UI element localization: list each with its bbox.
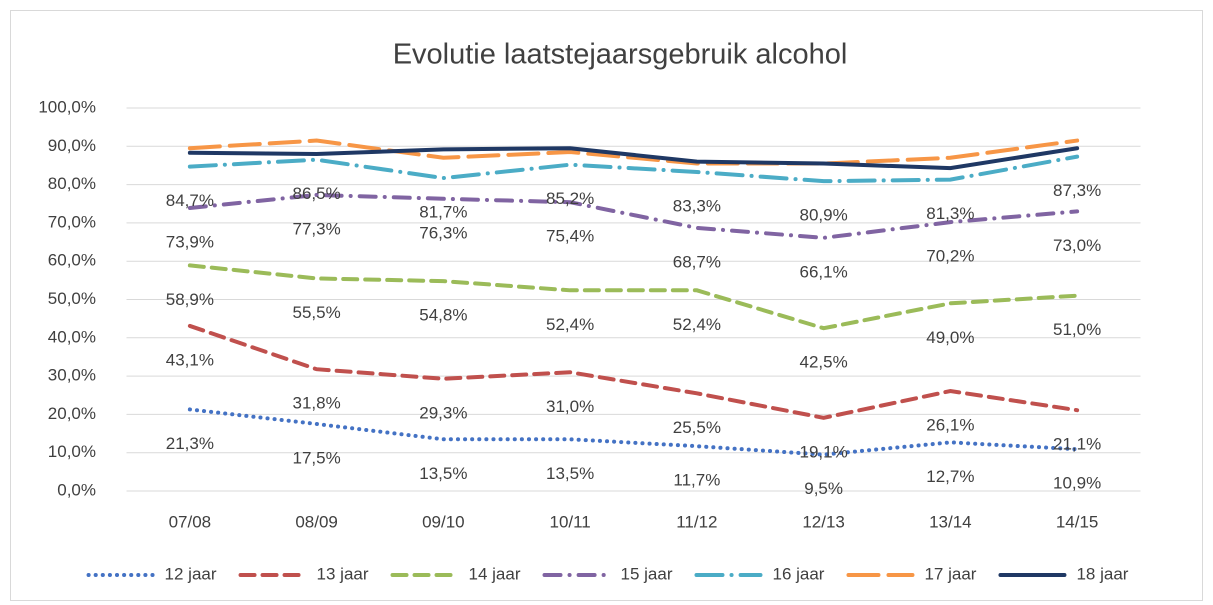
data-label: 68,7% [673, 252, 721, 271]
line-series [187, 146, 1080, 171]
data-label: 54,8% [419, 306, 467, 325]
chart-title: Evolutie laatstejaarsgebruik alcohol [393, 39, 848, 71]
data-label: 51,0% [1053, 320, 1101, 339]
x-tick-label: 13/14 [929, 512, 972, 531]
data-label: 13,5% [546, 464, 594, 483]
x-tick-label: 12/13 [802, 512, 845, 531]
data-label: 52,4% [673, 315, 721, 334]
y-tick-label: 100,0% [38, 97, 96, 116]
data-label: 83,3% [673, 196, 721, 215]
legend-label: 12 jaar [165, 564, 217, 583]
data-label: 10,9% [1053, 474, 1101, 493]
legend-label: 13 jaar [317, 564, 369, 583]
data-label: 26,1% [926, 416, 974, 435]
x-tick-label: 14/15 [1056, 512, 1099, 531]
x-tick-label: 10/11 [549, 512, 590, 531]
x-tick-label: 11/12 [676, 512, 717, 531]
legend-label: 18 jaar [1076, 564, 1128, 583]
x-tick-label: 08/09 [295, 512, 338, 531]
y-tick-label: 50,0% [48, 289, 96, 308]
data-label: 80,9% [800, 206, 848, 225]
x-tick-label: 09/10 [422, 512, 465, 531]
x-tick-label: 07/08 [169, 512, 212, 531]
data-label: 86,5% [293, 184, 341, 203]
data-label: 21,3% [166, 434, 214, 453]
data-label: 73,0% [1053, 236, 1101, 255]
line-series [187, 154, 1080, 184]
data-label: 25,5% [673, 418, 721, 437]
y-tick-label: 30,0% [48, 366, 96, 385]
data-label: 81,7% [419, 203, 467, 222]
line-series [187, 192, 1080, 240]
data-label: 75,4% [546, 227, 594, 246]
y-tick-label: 90,0% [48, 136, 96, 155]
y-tick-label: 80,0% [48, 174, 96, 193]
data-label: 29,3% [419, 403, 467, 422]
data-label: 77,3% [293, 219, 341, 238]
line-series [187, 138, 1080, 166]
data-label: 76,3% [419, 223, 467, 242]
data-label: 84,7% [166, 191, 214, 210]
legend-label: 15 jaar [621, 564, 673, 583]
data-label: 49,0% [926, 328, 974, 347]
legend-label: 16 jaar [772, 564, 824, 583]
data-label: 9,5% [804, 479, 843, 498]
y-tick-label: 20,0% [48, 404, 96, 423]
legend-label: 17 jaar [924, 564, 976, 583]
legend-label: 14 jaar [469, 564, 521, 583]
data-label: 31,8% [293, 394, 341, 413]
data-label: 73,9% [166, 232, 214, 251]
data-label: 55,5% [293, 303, 341, 322]
y-tick-label: 10,0% [48, 442, 96, 461]
data-label: 12,7% [926, 467, 974, 486]
data-label: 66,1% [800, 262, 848, 281]
data-label: 19,1% [800, 442, 848, 461]
y-tick-label: 40,0% [48, 327, 96, 346]
data-label: 81,3% [926, 204, 974, 223]
data-label: 52,4% [546, 315, 594, 334]
y-tick-label: 70,0% [48, 212, 96, 231]
data-label: 85,2% [546, 189, 594, 208]
data-label: 70,2% [926, 247, 974, 266]
y-tick-label: 0,0% [57, 480, 96, 499]
data-label: 87,3% [1053, 181, 1101, 200]
data-label: 31,0% [546, 397, 594, 416]
line-series [187, 323, 1080, 420]
y-tick-label: 60,0% [48, 251, 96, 270]
data-label: 43,1% [166, 350, 214, 369]
data-label: 13,5% [419, 464, 467, 483]
data-label: 58,9% [166, 290, 214, 309]
data-label: 42,5% [800, 353, 848, 372]
chart-frame [10, 10, 1203, 601]
data-label: 21,1% [1053, 435, 1101, 454]
data-label: 11,7% [673, 471, 720, 490]
data-label: 17,5% [293, 448, 341, 467]
line-series [187, 407, 1080, 457]
line-series [187, 263, 1080, 331]
